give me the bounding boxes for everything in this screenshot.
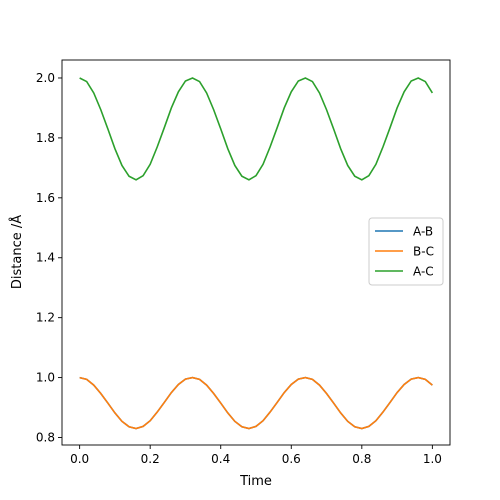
series-line-b-c: [79, 376, 433, 430]
y-tick-label: 1.6: [36, 191, 55, 205]
axes-frame: [61, 59, 451, 446]
y-tick-label: 1.2: [36, 311, 55, 325]
legend-label-b-c: B-C: [413, 245, 434, 259]
x-tick-label: 1.0: [423, 452, 442, 466]
x-tick-label: 0.2: [141, 452, 160, 466]
x-tick-label: 0.4: [211, 452, 230, 466]
legend: A-B B-C A-C: [368, 217, 444, 286]
x-tick-label: 0.0: [70, 452, 89, 466]
series-line-a-c: [79, 77, 434, 181]
plot-area: [61, 59, 451, 446]
y-tick-label: 2.0: [36, 71, 55, 85]
x-tick-label: 0.6: [282, 452, 301, 466]
y-tick-label: 1.0: [36, 371, 55, 385]
legend-label-a-b: A-B: [413, 225, 433, 239]
x-axis-label: Time: [239, 474, 272, 489]
legend-box: [368, 217, 444, 286]
y-tick-label: 1.8: [36, 131, 55, 145]
y-axis: 0.8 1.0 1.2 1.4 1.6 1.8 2.0: [36, 71, 62, 445]
y-tick-label: 0.8: [36, 431, 55, 445]
x-axis: 0.0 0.2 0.4 0.6 0.8 1.0: [70, 445, 442, 466]
legend-label-a-c: A-C: [413, 265, 434, 279]
x-tick-label: 0.8: [352, 452, 371, 466]
y-tick-label: 1.4: [36, 251, 55, 265]
y-axis-label: Distance /Å: [9, 215, 25, 289]
